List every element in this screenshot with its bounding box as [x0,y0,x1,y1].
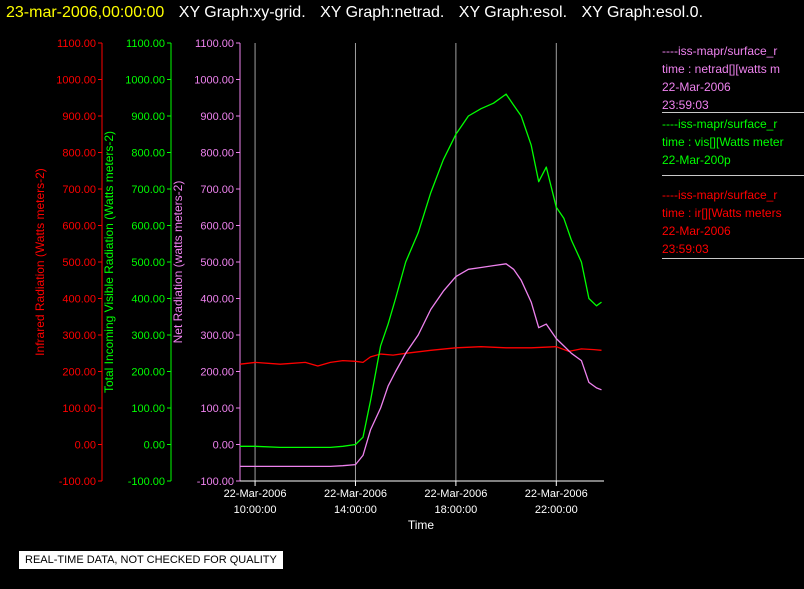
ir-y-tick-label: 800.00 [62,148,96,160]
vis-y-tick-label: 100.00 [131,403,165,415]
netrad-y-tick-label: 100.00 [200,403,234,415]
x-tick-date-label: 22-Mar-2006 [424,488,487,500]
vis-y-tick-label: 400.00 [131,294,165,306]
netrad-y-tick-label: 600.00 [200,221,234,233]
ir-y-tick-label: 0.00 [75,440,96,452]
ir-y-tick-label: 1000.00 [56,75,96,87]
x-tick-time-label: 14:00:00 [334,504,377,516]
netrad-y-tick-label: 200.00 [200,367,234,379]
legend-ir-time: 23:59:03 [662,242,709,256]
legend-netrad-source: ----iss-mapr/surface_r [662,44,778,58]
graph-name-xy-grid: XY Graph:xy-grid. [178,4,306,21]
legend-vis-date: 22-Mar-200p [662,153,731,167]
vis-y-tick-label: 200.00 [131,367,165,379]
netrad-y-tick-label: 500.00 [200,257,234,269]
legend-netrad: ----iss-mapr/surface_r time : netrad[][w… [662,42,804,113]
quality-note: REAL-TIME DATA, NOT CHECKED FOR QUALITY [18,550,284,570]
x-tick-time-label: 22:00:00 [535,504,578,516]
netrad-y-tick-label: 900.00 [200,111,234,123]
legend-vis: ----iss-mapr/surface_r time : vis[][Watt… [662,115,804,176]
legend-vis-source: ----iss-mapr/surface_r [662,117,778,131]
netrad-y-tick-label: 400.00 [200,294,234,306]
ir-y-tick-label: 500.00 [62,257,96,269]
vis-axis-label: Total Incoming Visible Radiation (Watts … [102,131,116,393]
graph-name-esol: XY Graph:esol. [458,4,568,21]
vis-y-tick-label: 1000.00 [125,75,165,87]
legend-separator [662,112,804,113]
ir-axis-label: Infrared Radiation (Watts meters-2) [33,168,47,356]
ir-y-tick-label: 300.00 [62,330,96,342]
ir-series-line [239,346,602,367]
netrad-y-tick-label: 700.00 [200,184,234,196]
legend-ir-source: ----iss-mapr/surface_r [662,188,778,202]
vis-y-tick-label: 1100.00 [126,38,165,50]
x-tick-date-label: 22-Mar-2006 [525,488,588,500]
ir-y-tick-label: 900.00 [62,111,96,123]
ir-y-tick-label: 1100.00 [57,38,96,50]
ir-y-tick-label: 600.00 [62,221,96,233]
legend-ir-date: 22-Mar-2006 [662,224,731,238]
legend-separator [662,258,804,259]
netrad-y-tick-label: 1100.00 [195,38,234,50]
legend-vis-variable: time : vis[][Watts meter [662,135,784,149]
title-bar: 23-mar-2006,00:00:00 XY Graph:xy-grid. X… [6,2,703,24]
ir-y-tick-label: 400.00 [62,294,96,306]
x-tick-date-label: 22-Mar-2006 [224,488,287,500]
ir-y-tick-label: 200.00 [62,367,96,379]
vis-y-tick-label: -100.00 [128,476,165,488]
netrad-axis-label: Net Radiation (watts meters-2) [171,181,185,344]
vis-y-tick-label: 0.00 [144,440,165,452]
x-axis-label: Time [408,518,435,532]
legend-ir: ----iss-mapr/surface_r time : ir[][Watts… [662,186,804,259]
netrad-y-tick-label: 1000.00 [194,75,234,87]
ir-y-tick-label: -100.00 [59,476,96,488]
legend-ir-variable: time : ir[][Watts meters [662,206,782,220]
netrad-y-tick-label: 0.00 [213,440,234,452]
ir-y-tick-label: 700.00 [62,184,96,196]
netrad-y-tick-label: 300.00 [200,330,234,342]
x-tick-time-label: 10:00:00 [234,504,277,516]
vis-series-line [240,93,602,449]
x-tick-date-label: 22-Mar-2006 [324,488,387,500]
timestamp: 23-mar-2006,00:00:00 [6,4,165,21]
legend-netrad-date: 22-Mar-2006 [662,80,731,94]
vis-y-tick-label: 900.00 [131,111,165,123]
legend-separator [662,175,804,176]
vis-y-tick-label: 300.00 [131,330,165,342]
graph-name-netrad: XY Graph:netrad. [320,4,445,21]
vis-y-tick-label: 600.00 [131,221,165,233]
graph-name-esol-0: XY Graph:esol.0. [581,4,704,21]
vis-y-tick-label: 500.00 [131,257,165,269]
netrad-y-tick-label: -100.00 [197,476,234,488]
vis-y-tick-label: 800.00 [131,148,165,160]
vis-y-tick-label: 700.00 [131,184,165,196]
netrad-series-line [240,263,602,468]
legend-netrad-time: 23:59:03 [662,98,709,112]
ir-y-tick-label: 100.00 [62,403,96,415]
legend-netrad-variable: time : netrad[][watts m [662,62,781,76]
x-tick-time-label: 18:00:00 [434,504,477,516]
netrad-y-tick-label: 800.00 [200,148,234,160]
